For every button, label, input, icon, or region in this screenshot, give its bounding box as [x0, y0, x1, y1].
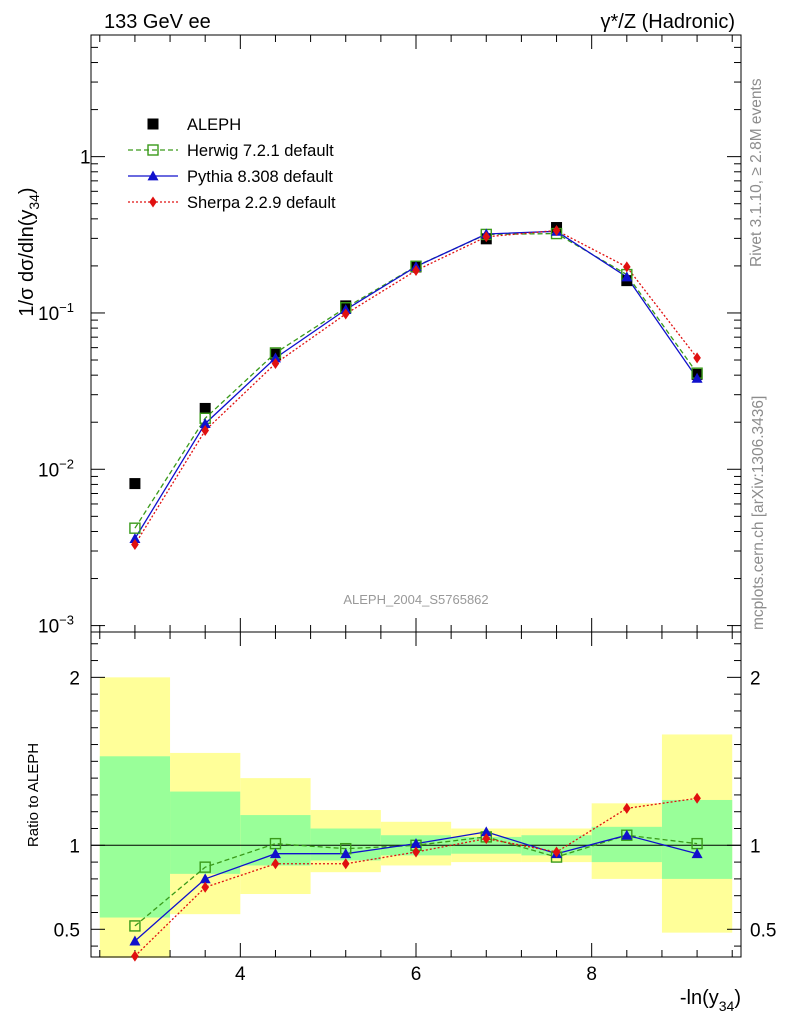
- header-left: 133 GeV ee: [104, 11, 211, 33]
- legend-label-herwig-7-2-1-default: Herwig 7.2.1 default: [187, 142, 334, 160]
- band-inner-8: [661, 799, 733, 879]
- ratio-point-sherpa-2-2-9-default-0: [131, 950, 139, 962]
- ratio-line-sherpa-2-2-9-default: [134, 797, 698, 957]
- ratio-point-pythia-8-308-default-1: [199, 873, 211, 884]
- ratio-point-pythia-8-308-default-2: [269, 848, 281, 859]
- point-aleph-0: [129, 478, 141, 490]
- point-sherpa-2-2-9-default-2: [271, 357, 280, 369]
- point-sherpa-2-2-9-default-3: [341, 308, 350, 320]
- legend-marker-aleph: [147, 118, 159, 130]
- ratio-y-tick-label-right: 1: [750, 836, 761, 857]
- point-sherpa-2-2-9-default-6: [552, 224, 561, 236]
- legend-marker-herwig-7-2-1-default: [147, 144, 159, 156]
- point-sherpa-2-2-9-default-5: [482, 231, 491, 243]
- x-tick-label: 4: [235, 964, 246, 985]
- y-tick-label: 10−1: [38, 300, 74, 325]
- point-pythia-8-308-default-2: [269, 352, 281, 363]
- ratio-point-pythia-8-308-default-3: [340, 848, 352, 859]
- point-pythia-8-308-default-1: [199, 418, 211, 428]
- ratio-point-sherpa-2-2-9-default-8: [693, 792, 701, 804]
- ratio-y-tick-label: 2: [69, 668, 80, 689]
- main-y-axis-label: 1/σ dσ/dln(y34): [16, 187, 42, 316]
- point-sherpa-2-2-9-default-0: [131, 539, 139, 551]
- point-sherpa-2-2-9-default-4: [412, 264, 420, 276]
- header-right: γ*/Z (Hadronic): [601, 11, 735, 33]
- point-pythia-8-308-default-7: [621, 271, 633, 282]
- legend-label-aleph: ALEPH: [187, 116, 241, 134]
- line-herwig-7-2-1-default: [134, 232, 698, 529]
- rivet-label: Rivet 3.1.10, ≥ 2.8M events: [748, 78, 765, 267]
- line-sherpa-2-2-9-default: [134, 229, 698, 545]
- ratio-point-sherpa-2-2-9-default-7: [623, 802, 631, 814]
- ratio-point-sherpa-2-2-9-default-1: [201, 881, 209, 893]
- ratio-uncertainty-bands: [99, 677, 733, 958]
- point-sherpa-2-2-9-default-1: [201, 425, 209, 437]
- x-axis-label: -ln(y34): [680, 987, 741, 1014]
- main-series-lines: [134, 229, 698, 545]
- band-inner-1: [170, 791, 241, 874]
- ratio-y-tick-label: 0.5: [54, 920, 80, 941]
- ratio-point-sherpa-2-2-9-default-3: [341, 858, 350, 870]
- y-tick-label: 10−3: [38, 613, 74, 638]
- ratio-point-sherpa-2-2-9-default-5: [482, 833, 491, 845]
- y-tick-label: 1: [80, 148, 91, 169]
- main-axes: 1 10−1 10−2 10−3: [38, 34, 742, 638]
- ratio-point-pythia-8-308-default-4: [410, 838, 422, 849]
- line-pythia-8-308-default: [134, 230, 698, 539]
- ratio-point-sherpa-2-2-9-default-4: [412, 846, 420, 858]
- y-tick-label: 10−2: [38, 456, 74, 481]
- point-pythia-8-308-default-0: [129, 533, 141, 544]
- ratio-y-axis-label: Ratio to ALEPH: [25, 743, 42, 847]
- analysis-watermark: ALEPH_2004_S5765862: [343, 592, 488, 607]
- legend-marker-pythia-8-308-default: [147, 170, 159, 181]
- ratio-point-pythia-8-308-default-0: [129, 935, 141, 946]
- main-data-points: [129, 222, 703, 551]
- x-tick-label: 8: [586, 964, 597, 985]
- ratio-point-sherpa-2-2-9-default-2: [271, 858, 280, 870]
- ratio-y-tick-label-right: 2: [750, 668, 761, 689]
- ratio-point-pythia-8-308-default-5: [480, 826, 492, 837]
- ratio-point-herwig-7-2-1-default-1: [199, 861, 211, 873]
- ratio-point-sherpa-2-2-9-default-6: [552, 846, 561, 858]
- ratio-y-tick-label: 1: [69, 836, 80, 857]
- ratio-point-herwig-7-2-1-default-0: [129, 920, 141, 932]
- point-aleph-1: [199, 402, 211, 414]
- point-pythia-8-308-default-8: [691, 372, 703, 383]
- legend: ALEPH Herwig 7.2.1 default Pythia 8.308 de…: [128, 116, 336, 212]
- legend-marker-sherpa-2-2-9-default: [149, 196, 157, 208]
- ratio-point-pythia-8-308-default-7: [621, 829, 633, 840]
- ratio-point-pythia-8-308-default-8: [691, 848, 703, 859]
- source-label: mcplots.cern.ch [arXiv:1306.3436]: [750, 396, 767, 630]
- legend-label-sherpa-2-2-9-default: Sherpa 2.2.9 default: [187, 194, 336, 212]
- point-sherpa-2-2-9-default-8: [693, 352, 701, 364]
- legend-label-pythia-8-308-default: Pythia 8.308 default: [187, 168, 333, 186]
- point-sherpa-2-2-9-default-7: [623, 261, 631, 273]
- ratio-data-points: [129, 792, 703, 962]
- band-inner-0: [99, 756, 171, 918]
- x-tick-label: 6: [411, 964, 422, 985]
- ratio-y-tick-label-right: 0.5: [750, 920, 776, 941]
